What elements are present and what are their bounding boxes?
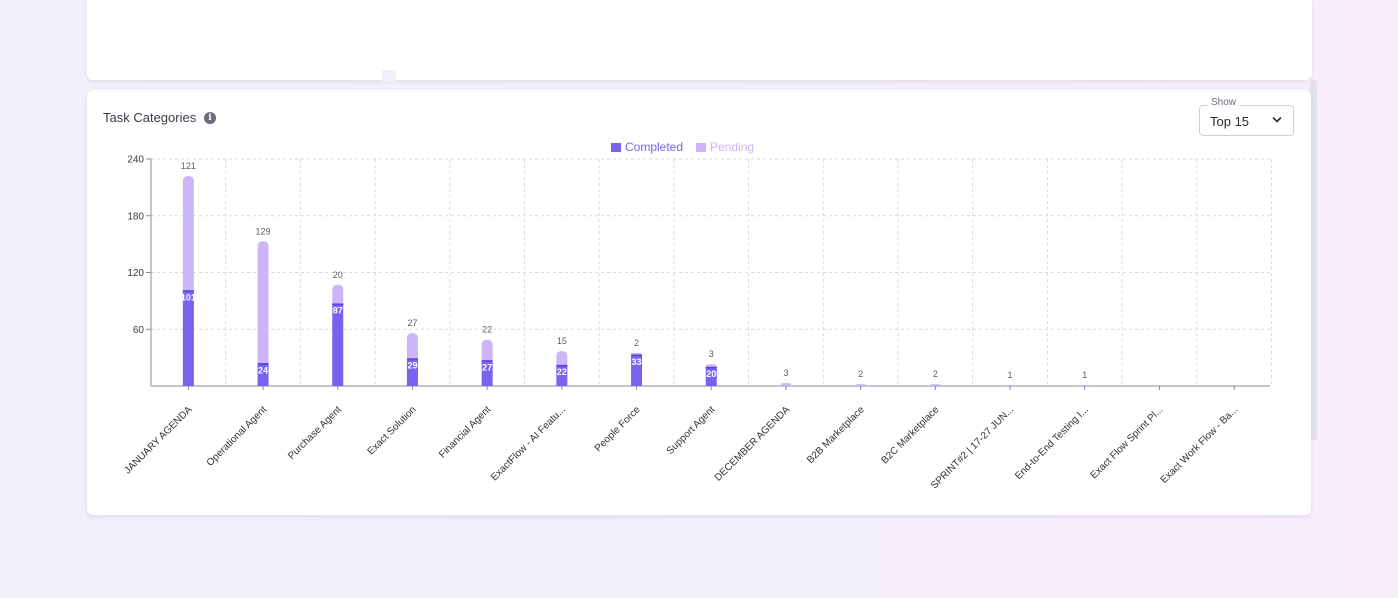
data-label-completed-1: 24: [258, 365, 268, 375]
x-tick-label: Purchase Agent: [286, 404, 344, 462]
bar-pending-9[interactable]: [855, 384, 867, 386]
x-tick-label: ExactFlow - AI Featu...: [489, 404, 568, 483]
data-label-pending-1: 129: [256, 226, 271, 236]
bar-pending-10[interactable]: [929, 384, 941, 386]
bar-pending-8[interactable]: [780, 383, 792, 386]
data-label-completed-0: 101: [181, 292, 196, 302]
data-label-completed-2: 87: [333, 306, 343, 316]
y-tick-label: 60: [133, 325, 145, 336]
x-tick-label: Exact Flow Sprint Pl...: [1089, 404, 1166, 481]
info-icon[interactable]: i: [204, 112, 216, 124]
page-scrollbar[interactable]: [1310, 80, 1317, 440]
data-label-completed-4: 27: [482, 362, 492, 372]
bar-completed-7[interactable]: [705, 367, 717, 386]
data-label-pending-7: 3: [709, 349, 714, 359]
task-categories-card: Task Categories i Show Top 15 60 120 180 24…: [87, 90, 1311, 515]
bar-pending-4[interactable]: [481, 339, 493, 361]
y-tick-label: 240: [127, 155, 144, 166]
data-label-pending-0: 121: [181, 161, 196, 171]
bar-pending-12[interactable]: [1079, 385, 1091, 386]
show-select-value: Top 15: [1210, 114, 1250, 129]
bar-pending-3[interactable]: [406, 333, 418, 359]
x-tick-label: Exact Solution: [366, 404, 419, 457]
data-label-completed-5: 22: [557, 367, 567, 377]
data-label-pending-4: 22: [482, 325, 492, 335]
data-label-pending-8: 3: [783, 368, 788, 378]
x-tick-label: Financial Agent: [437, 404, 493, 460]
data-label-pending-11: 1: [1008, 370, 1013, 380]
show-select-label: Show: [1208, 97, 1240, 108]
data-label-pending-12: 1: [1082, 370, 1087, 380]
x-tick-label: SPRINT#2 | 17-27 JUN...: [929, 404, 1016, 491]
bar-completed-5[interactable]: [556, 365, 568, 386]
bar-pending-1[interactable]: [257, 241, 269, 364]
bar-completed-2[interactable]: [332, 303, 344, 386]
data-label-completed-3: 29: [407, 361, 417, 371]
legend-swatch-pending: [696, 143, 706, 152]
bar-pending-5[interactable]: [556, 351, 568, 366]
data-label-pending-2: 20: [333, 270, 343, 280]
y-tick-label: 180: [127, 211, 144, 222]
chevron-down-icon: [1272, 117, 1282, 123]
bar-pending-6[interactable]: [631, 352, 643, 355]
x-tick-label: B2B Marketplace: [805, 404, 867, 466]
bar-pending-2[interactable]: [332, 284, 344, 304]
data-label-pending-9: 2: [858, 369, 863, 379]
data-label-pending-6: 2: [634, 338, 639, 348]
x-tick-label: B2C Marketplace: [879, 404, 941, 466]
bar-completed-4[interactable]: [481, 360, 493, 386]
bar-completed-1[interactable]: [257, 363, 269, 386]
bar-pending-7[interactable]: [705, 364, 717, 368]
previous-card-gap: [382, 70, 396, 82]
legend-label-completed: Completed: [625, 140, 683, 154]
x-tick-label: Operational Agent: [205, 404, 270, 469]
x-tick-label: Exact Work Flow - Ba...: [1159, 404, 1241, 486]
bar-pending-11[interactable]: [1004, 385, 1016, 386]
x-tick-label: DECEMBER AGENDA: [713, 404, 793, 484]
show-select[interactable]: Show Top 15: [1199, 97, 1294, 136]
legend-label-pending: Pending: [710, 140, 754, 154]
card-title: Task Categories: [103, 110, 197, 125]
data-label-pending-3: 27: [407, 318, 417, 328]
x-tick-label: End-to-End Testing I...: [1013, 404, 1091, 482]
y-tick-label: 120: [127, 268, 144, 279]
bar-completed-0[interactable]: [182, 290, 194, 386]
x-tick-label: People Force: [593, 404, 643, 454]
data-label-pending-10: 2: [933, 369, 938, 379]
bar-pending-0[interactable]: [182, 176, 194, 291]
data-label-completed-7: 20: [706, 369, 716, 379]
data-label-completed-6: 33: [632, 357, 642, 367]
data-label-pending-5: 15: [557, 336, 567, 346]
bar-completed-3[interactable]: [406, 358, 418, 386]
x-tick-label: Support Agent: [665, 404, 718, 457]
x-tick-label: JANUARY AGENDA: [123, 404, 195, 476]
bar-completed-6[interactable]: [631, 354, 643, 386]
previous-card: [87, 0, 1312, 80]
legend-swatch-completed: [611, 143, 621, 152]
